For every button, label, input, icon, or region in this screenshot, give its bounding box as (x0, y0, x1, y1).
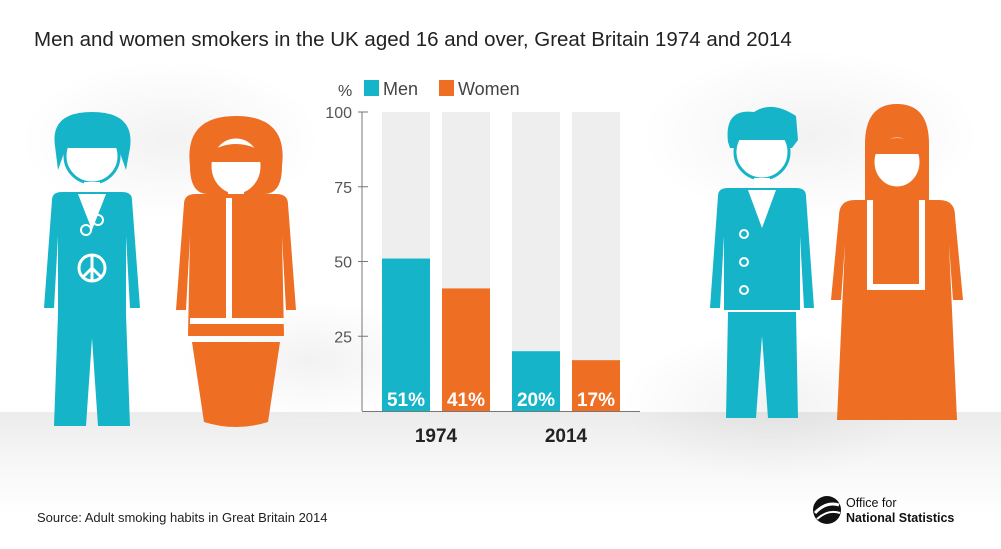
legend-label-women: Women (458, 79, 520, 99)
ons-logo-line2: National Statistics (846, 511, 954, 526)
y-tick-label: 100 (325, 105, 352, 122)
source-note: Source: Adult smoking habits in Great Br… (37, 510, 328, 525)
x-tick-label: 1974 (415, 426, 458, 447)
ons-logo: Office for National Statistics (812, 492, 982, 532)
y-axis-label: % (338, 83, 352, 100)
bar-value-label: 17% (577, 390, 615, 411)
x-tick-label: 2014 (545, 426, 588, 447)
ons-logo-line1: Office for (846, 496, 954, 511)
y-tick-label: 75 (334, 180, 352, 197)
bar-value-label: 20% (517, 390, 555, 411)
legend-label-men: Men (383, 79, 418, 99)
ons-logo-icon (812, 495, 842, 525)
legend-swatch-men (364, 80, 379, 96)
bar-men-1974 (382, 259, 430, 411)
y-tick-label: 25 (334, 329, 352, 346)
bar-value-label: 41% (447, 390, 485, 411)
bar-value-label: 51% (387, 390, 425, 411)
legend-swatch-women (439, 80, 454, 96)
y-tick-label: 50 (334, 255, 352, 272)
